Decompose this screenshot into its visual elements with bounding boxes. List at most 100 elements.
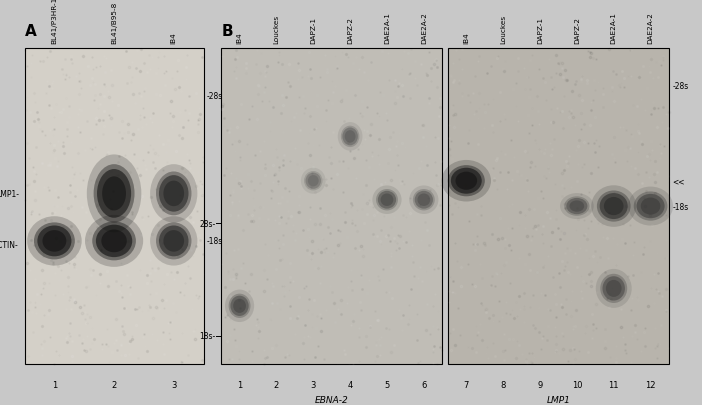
Ellipse shape — [418, 194, 430, 207]
Text: 7: 7 — [463, 380, 469, 389]
Text: Louckes: Louckes — [273, 15, 279, 44]
Bar — [25, 49, 204, 365]
Ellipse shape — [378, 191, 396, 209]
Ellipse shape — [96, 225, 132, 258]
Ellipse shape — [37, 226, 72, 257]
Ellipse shape — [376, 190, 398, 211]
Text: 5: 5 — [385, 380, 390, 389]
Text: DAE2A-2: DAE2A-2 — [420, 12, 427, 44]
Ellipse shape — [101, 230, 127, 253]
Text: Louckes: Louckes — [500, 15, 506, 44]
Text: IB4: IB4 — [463, 32, 470, 44]
Ellipse shape — [92, 222, 136, 261]
Text: BL41/P3HR-1: BL41/P3HR-1 — [51, 0, 58, 44]
Ellipse shape — [343, 128, 358, 146]
Ellipse shape — [34, 223, 75, 260]
Text: 4: 4 — [347, 380, 352, 389]
Ellipse shape — [596, 269, 632, 308]
Text: 11: 11 — [609, 380, 619, 389]
Ellipse shape — [150, 165, 197, 223]
Text: 9: 9 — [538, 380, 543, 389]
Ellipse shape — [567, 198, 588, 215]
Ellipse shape — [304, 172, 322, 191]
Ellipse shape — [602, 277, 625, 301]
Text: IB4: IB4 — [237, 32, 243, 44]
Ellipse shape — [97, 170, 131, 218]
Text: LMP1-: LMP1- — [0, 190, 19, 198]
Ellipse shape — [448, 166, 485, 197]
Ellipse shape — [456, 172, 477, 190]
Ellipse shape — [591, 186, 636, 227]
Text: BL41/B95-8: BL41/B95-8 — [111, 2, 117, 44]
Ellipse shape — [413, 190, 435, 211]
Text: DAE2A-1: DAE2A-1 — [384, 12, 390, 44]
Text: LMP1: LMP1 — [546, 395, 571, 404]
Text: IB4: IB4 — [171, 32, 177, 44]
Ellipse shape — [637, 194, 665, 219]
Ellipse shape — [164, 230, 184, 252]
Ellipse shape — [597, 191, 630, 222]
Text: -18s: -18s — [207, 237, 223, 246]
Ellipse shape — [372, 186, 402, 215]
Ellipse shape — [229, 294, 251, 318]
Ellipse shape — [606, 280, 621, 297]
Text: 8: 8 — [501, 380, 506, 389]
Text: 1: 1 — [52, 380, 57, 389]
Text: 6: 6 — [421, 380, 427, 389]
Text: DAPZ-2: DAPZ-2 — [574, 17, 580, 44]
Ellipse shape — [93, 165, 135, 223]
Ellipse shape — [156, 223, 192, 260]
Ellipse shape — [628, 187, 673, 226]
Text: 12: 12 — [645, 380, 656, 389]
Ellipse shape — [634, 192, 668, 221]
Ellipse shape — [380, 194, 393, 207]
Ellipse shape — [150, 217, 197, 266]
Text: -28s: -28s — [673, 82, 689, 91]
Text: DAPZ-2: DAPZ-2 — [347, 17, 353, 44]
Text: 28s-: 28s- — [199, 220, 216, 228]
Ellipse shape — [564, 197, 590, 216]
Ellipse shape — [305, 173, 321, 190]
Ellipse shape — [600, 274, 627, 303]
Ellipse shape — [345, 131, 355, 143]
Ellipse shape — [341, 126, 359, 148]
Text: ACTIN-: ACTIN- — [0, 240, 19, 249]
Ellipse shape — [85, 215, 143, 267]
Ellipse shape — [442, 160, 491, 202]
Ellipse shape — [164, 181, 184, 207]
Text: EBNA-2: EBNA-2 — [314, 395, 349, 404]
Text: <<: << — [673, 177, 685, 186]
Text: A: A — [25, 23, 37, 38]
Text: -28s: -28s — [207, 92, 223, 100]
Text: B: B — [221, 23, 233, 38]
Text: 3: 3 — [171, 380, 176, 389]
Ellipse shape — [159, 226, 189, 257]
Text: 18s-: 18s- — [199, 332, 216, 341]
Ellipse shape — [159, 176, 189, 212]
Bar — [448, 49, 669, 365]
Text: DAE2A-2: DAE2A-2 — [647, 12, 654, 44]
Ellipse shape — [604, 198, 623, 215]
Ellipse shape — [415, 191, 433, 209]
Ellipse shape — [641, 198, 661, 215]
Ellipse shape — [233, 299, 246, 313]
Ellipse shape — [102, 177, 126, 211]
Text: -18s: -18s — [673, 202, 689, 211]
Ellipse shape — [338, 123, 362, 151]
Ellipse shape — [27, 217, 81, 266]
Text: 3: 3 — [310, 380, 316, 389]
Ellipse shape — [156, 172, 192, 216]
Ellipse shape — [308, 176, 319, 187]
Ellipse shape — [560, 194, 594, 220]
Text: 10: 10 — [571, 380, 582, 389]
Ellipse shape — [225, 290, 254, 322]
Ellipse shape — [87, 155, 141, 233]
Ellipse shape — [409, 186, 439, 215]
Text: DAPZ-1: DAPZ-1 — [537, 17, 543, 44]
Ellipse shape — [451, 168, 482, 194]
Text: DAE2A-1: DAE2A-1 — [611, 12, 617, 44]
Text: DAPZ-1: DAPZ-1 — [310, 17, 317, 44]
Ellipse shape — [569, 201, 584, 212]
Ellipse shape — [230, 296, 249, 316]
Ellipse shape — [301, 168, 326, 194]
